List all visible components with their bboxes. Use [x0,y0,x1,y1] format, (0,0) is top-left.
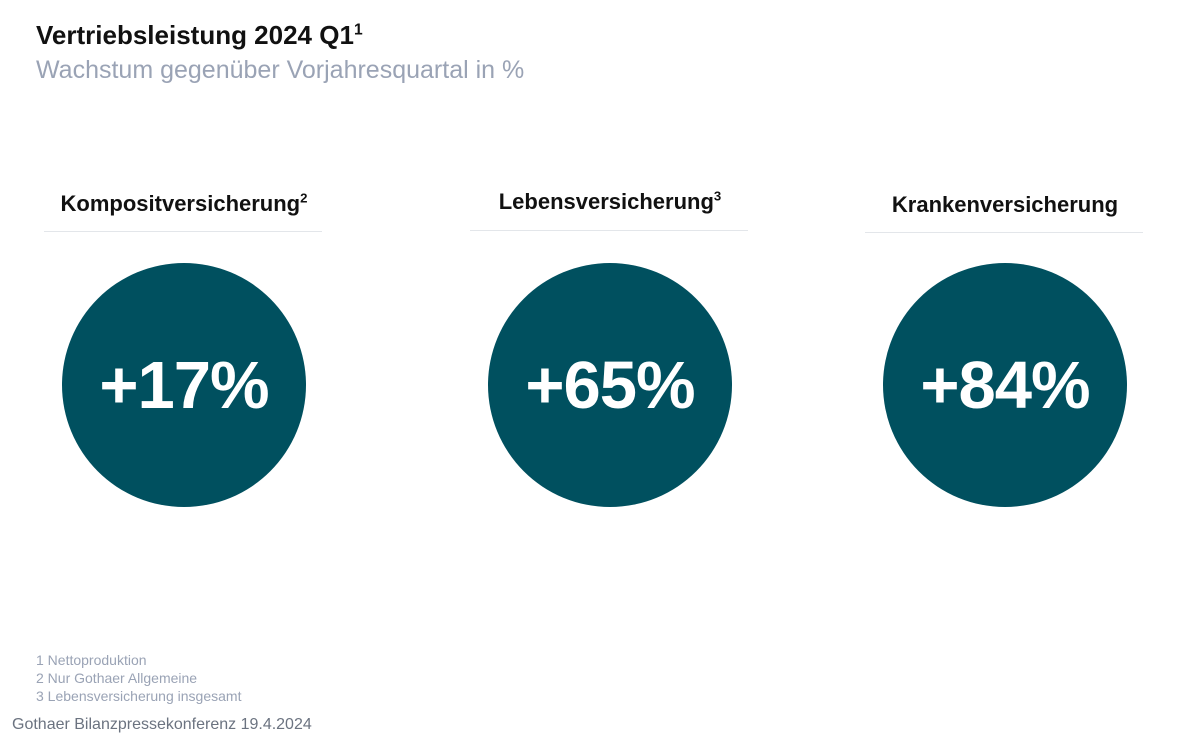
footnotes: 1 Nettoproduktion 2 Nur Gothaer Allgemei… [36,651,241,705]
footnote-2: 2 Nur Gothaer Allgemeine [36,670,198,686]
segment-card-komposit: Kompositversicherung2 +17% [44,0,324,743]
slide-subtitle: Wachstum gegenüber Vorjahresquartal in % [36,56,525,84]
segment-card-kranken: Krankenversicherung +84% [865,0,1145,743]
slide-title: Vertriebsleistung 2024 Q11 [36,20,363,51]
growth-circle: +84% [883,263,1127,507]
growth-value: +17% [99,347,269,423]
segment-divider [470,230,748,231]
growth-value: +84% [920,347,1090,423]
growth-value: +65% [525,347,695,423]
segment-card-leben: Lebensversicherung3 +65% [470,0,750,743]
segment-divider [865,232,1143,233]
segment-footnote-marker: 2 [300,190,308,206]
segment-heading: Lebensversicherung3 [470,189,750,215]
growth-circle: +65% [488,263,732,507]
segment-heading-text: Krankenversicherung [891,192,1119,217]
segment-heading: Krankenversicherung [865,192,1145,218]
segment-heading-text: Kompositversicherung [60,191,301,216]
slide-title-footnote-marker: 1 [353,21,363,39]
segment-heading-text: Lebensversicherung [498,189,714,214]
slide-footer: Gothaer Bilanzpressekonferenz 19.4.2024 [12,716,312,733]
footnote-1: 1 Nettoproduktion [36,652,147,668]
segment-footnote-marker: 3 [713,188,722,204]
slide-title-text: Vertriebsleistung 2024 Q1 [36,20,354,50]
segment-divider [44,231,322,232]
growth-circle: +17% [62,263,306,507]
footnote-3: 3 Lebensversicherung insgesamt [36,688,242,704]
segment-heading: Kompositversicherung2 [44,191,324,217]
